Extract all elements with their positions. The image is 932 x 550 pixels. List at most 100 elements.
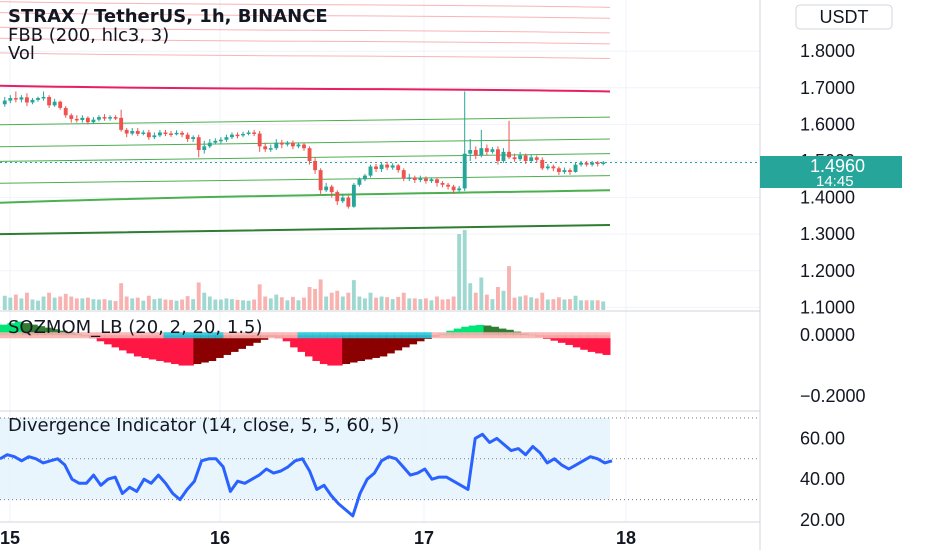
candle-body xyxy=(279,142,284,145)
candle-body xyxy=(346,197,351,207)
squeeze-dot xyxy=(0,332,8,339)
candle-body xyxy=(13,98,18,100)
candle-body xyxy=(307,148,312,161)
squeeze-bar xyxy=(490,326,499,336)
squeeze-dot xyxy=(245,332,254,339)
squeeze-dot xyxy=(349,332,358,339)
volume-bar xyxy=(58,296,63,310)
squeeze-bar xyxy=(565,335,574,345)
candle-body xyxy=(457,188,462,191)
fbb-band-line xyxy=(0,189,611,204)
volume-bar xyxy=(274,294,279,310)
squeeze-bar xyxy=(171,335,180,365)
volume-bar xyxy=(462,230,467,310)
squeeze-dot xyxy=(386,332,395,339)
volume-bar xyxy=(196,282,201,310)
volume-bar xyxy=(518,296,523,310)
candle-body xyxy=(24,97,29,103)
candle-body xyxy=(418,178,423,181)
squeeze-dot xyxy=(401,332,410,339)
currency-button[interactable]: USDT xyxy=(820,7,869,27)
volume-bar xyxy=(124,296,129,310)
candle-body xyxy=(146,132,151,138)
squeeze-bar xyxy=(245,335,254,346)
squeeze-bar xyxy=(312,335,321,361)
volume-bar xyxy=(545,299,550,310)
squeeze-dot xyxy=(535,332,544,339)
time-tick-label: 18 xyxy=(616,528,636,548)
volume-bar xyxy=(24,292,29,310)
volume-bar xyxy=(141,300,146,310)
squeeze-dot xyxy=(156,332,165,339)
candle-body xyxy=(340,197,345,202)
squeeze-bar xyxy=(483,325,492,336)
candle-body xyxy=(407,177,412,179)
squeeze-bar xyxy=(587,335,596,352)
volume-bar xyxy=(47,292,52,310)
volume-bar xyxy=(440,299,445,310)
volume-bar xyxy=(335,290,340,310)
volume-bar xyxy=(601,301,606,310)
candle-body xyxy=(335,192,340,202)
fbb-band-line xyxy=(0,1,611,8)
squeeze-dot xyxy=(275,332,284,339)
squeeze-bar xyxy=(193,335,202,365)
squeeze-dot xyxy=(238,332,246,339)
volume-bar xyxy=(412,298,417,310)
candle-body xyxy=(363,175,367,180)
candle-body xyxy=(268,148,273,150)
squeeze-dot xyxy=(498,332,507,339)
volume-bar xyxy=(484,294,489,310)
squeeze-dot xyxy=(267,332,276,339)
candle-body xyxy=(2,100,7,105)
squeeze-bar xyxy=(156,335,165,361)
squeeze-dot xyxy=(602,332,611,339)
volume-bar xyxy=(457,234,462,310)
candle-body xyxy=(496,149,500,161)
divergence-label: Divergence Indicator (14, close, 5, 5, 6… xyxy=(8,415,399,436)
volume-bar xyxy=(213,299,218,310)
fbb-band-line xyxy=(0,37,611,45)
grid xyxy=(0,0,760,522)
volume-bar xyxy=(130,298,135,310)
candle-body xyxy=(124,129,129,134)
candle-body xyxy=(47,96,52,106)
volume-bar xyxy=(174,300,179,310)
candle-body xyxy=(401,170,406,179)
squeeze-bar xyxy=(334,335,343,366)
candle-body xyxy=(479,148,484,156)
candle-body xyxy=(191,137,196,140)
candle-body xyxy=(379,164,384,170)
squeeze-bar xyxy=(141,335,150,358)
fbb-band-line xyxy=(0,224,611,236)
volume-bar xyxy=(534,298,539,310)
currency-button-frame[interactable] xyxy=(795,4,893,30)
squeeze-dot xyxy=(334,332,343,339)
squeeze-dot xyxy=(119,332,127,339)
squeeze-dot xyxy=(104,332,113,339)
squeeze-dot xyxy=(357,332,366,339)
bar-countdown: 14:45 xyxy=(816,173,854,190)
squeeze-dot xyxy=(171,332,180,339)
volume-bar xyxy=(357,296,362,310)
volume-bar xyxy=(30,299,35,310)
indicator-label-vol: Vol xyxy=(8,43,35,64)
squeeze-dot xyxy=(572,332,581,339)
price-tick-label: 1.1000 xyxy=(800,297,855,317)
candle-body xyxy=(523,155,528,161)
volume-bar xyxy=(19,298,24,310)
squeeze-dot xyxy=(505,332,514,339)
squeeze-dot xyxy=(461,332,470,339)
last-price: 1.4960 xyxy=(810,156,865,176)
volume-bar xyxy=(479,277,484,310)
squeeze-dot xyxy=(185,332,194,339)
candle-body xyxy=(490,149,495,152)
volume-bar xyxy=(490,299,495,310)
candle-body xyxy=(185,134,190,140)
volume-bar xyxy=(296,300,301,310)
volume-bars xyxy=(2,230,606,310)
squeeze-dot xyxy=(163,332,172,339)
volume-bar xyxy=(285,300,290,310)
squeeze-bar xyxy=(126,335,135,354)
time-tick-label: 17 xyxy=(414,528,434,548)
